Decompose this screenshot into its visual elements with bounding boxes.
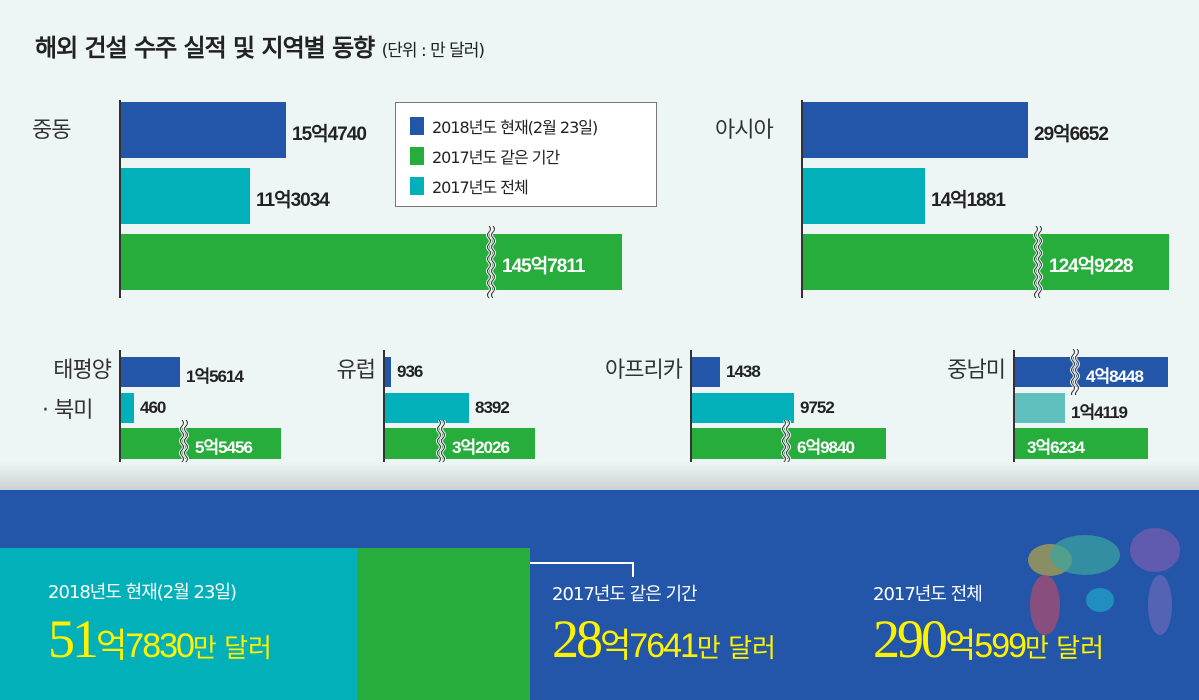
bar (121, 168, 250, 224)
region-label: 아프리카 (605, 358, 683, 383)
unit-label: (단위 : 만 달러) (381, 41, 485, 61)
total-value: 28억7641만 달러 (552, 609, 776, 669)
total-caption: 2017년도 전체 (873, 584, 983, 605)
bar (803, 102, 1028, 158)
bar (121, 357, 180, 387)
axis-break-icon (486, 226, 496, 298)
axis-line (1013, 350, 1015, 467)
legend-item: 2017년도 전체 (410, 171, 642, 201)
legend-swatch (410, 117, 424, 135)
axis-break-icon (179, 420, 189, 467)
bar (121, 102, 286, 158)
legend-item: 2017년도 같은 기간 (410, 141, 642, 171)
value-label: 11억3034 (256, 189, 330, 211)
legend-label: 2018년도 현재(2월 23일) (432, 118, 598, 137)
bar (121, 234, 622, 290)
value-label: 936 (397, 361, 423, 381)
value-label: 15억4740 (292, 123, 367, 145)
bar (803, 234, 1169, 290)
total-caption: 2018년도 현재(2월 23일) (48, 582, 237, 603)
region-label: 아시아 (715, 118, 774, 143)
bar (692, 393, 794, 423)
green-panel (357, 548, 530, 700)
value-label: 8392 (475, 397, 510, 417)
divider-band (0, 462, 1199, 492)
axis-break-icon (1033, 226, 1043, 298)
legend-swatch (410, 147, 424, 165)
value-label: 5억5456 (195, 438, 253, 458)
bar (692, 357, 720, 387)
legend-label: 2017년도 전체 (432, 178, 529, 197)
world-map-icon (1028, 528, 1180, 635)
bar (1015, 357, 1168, 387)
value-label: 1억4119 (1071, 402, 1128, 422)
axis-break-icon (436, 420, 446, 467)
value-label: 145억7811 (502, 255, 585, 277)
bar (803, 168, 925, 224)
axis-line (383, 350, 385, 467)
bar (385, 393, 469, 423)
value-label: 1438 (726, 361, 761, 381)
connector-line (520, 562, 633, 564)
region-label: 중동 (32, 118, 71, 143)
bar (121, 393, 134, 423)
legend-label: 2017년도 같은 기간 (432, 148, 560, 167)
axis-line (801, 100, 803, 298)
value-label: 3억2026 (452, 438, 510, 458)
region-label: 중남미 (947, 358, 1006, 383)
connector-line (632, 562, 634, 577)
total-value: 290억599만 달러 (873, 609, 1104, 669)
total-value: 51억7830만 달러 (48, 609, 272, 669)
value-label: 6억9840 (797, 438, 855, 458)
value-label: 14억1881 (931, 189, 1006, 211)
value-label: 4억8448 (1086, 366, 1144, 386)
legend-item: 2018년도 현재(2월 23일) (410, 111, 642, 141)
region-label: 태평양 (53, 358, 112, 383)
total-panel-2018 (0, 548, 357, 700)
legend: 2018년도 현재(2월 23일) 2017년도 같은 기간 2017년도 전체 (395, 102, 657, 207)
value-label: 124억9228 (1049, 255, 1133, 277)
bar (1015, 393, 1065, 423)
bar (1015, 428, 1148, 459)
bar (121, 428, 281, 459)
value-label: 9752 (800, 397, 835, 417)
value-label: 1억5614 (186, 366, 244, 386)
region-label-line2: · 북미 (42, 398, 93, 423)
title-text: 해외 건설 수주 실적 및 지역별 동향 (35, 34, 375, 62)
bar (385, 428, 535, 459)
region-label: 유럽 (336, 358, 376, 383)
axis-break-icon (1070, 349, 1080, 395)
bar (385, 357, 391, 387)
axis-line (690, 350, 692, 467)
value-label: 460 (140, 397, 166, 417)
value-label: 3억6234 (1027, 438, 1085, 458)
value-label: 29억6652 (1034, 123, 1109, 145)
legend-swatch (410, 177, 424, 195)
chart-title: 해외 건설 수주 실적 및 지역별 동향 (단위 : 만 달러) (35, 28, 485, 63)
axis-line (119, 350, 121, 467)
total-caption: 2017년도 같은 기간 (552, 584, 698, 605)
axis-line (119, 100, 121, 298)
axis-break-icon (781, 420, 791, 467)
